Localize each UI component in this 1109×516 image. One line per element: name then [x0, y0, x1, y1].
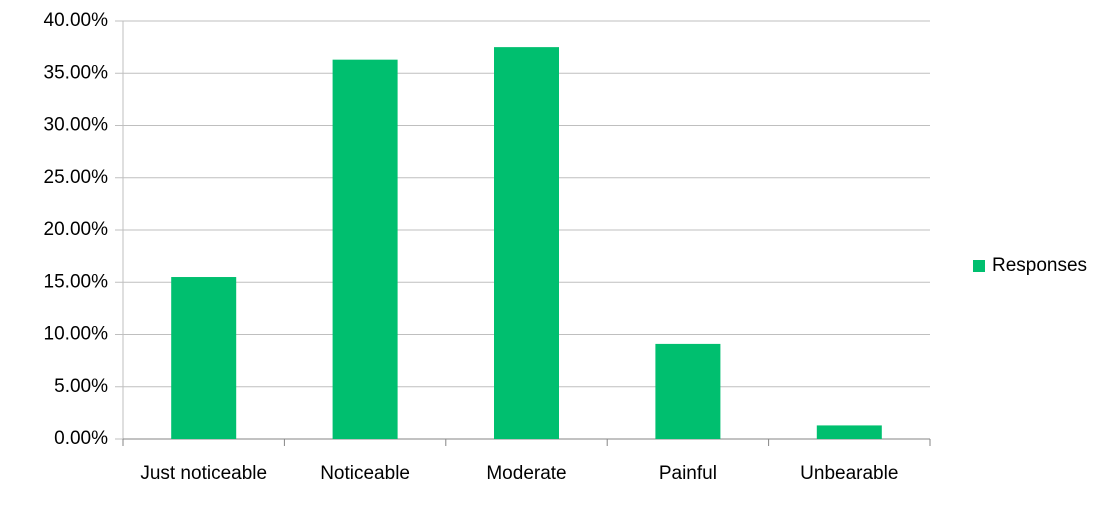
y-tick-label: 5.00%: [54, 376, 108, 397]
y-tick-label: 25.00%: [44, 167, 109, 188]
x-tick-label: Noticeable: [320, 463, 410, 484]
x-tick-label: Painful: [659, 463, 717, 484]
bar: [816, 425, 882, 439]
bar: [494, 47, 559, 439]
y-tick-label: 35.00%: [44, 62, 109, 83]
x-tick-label: Moderate: [486, 463, 566, 484]
y-tick-label: 0.00%: [54, 428, 108, 449]
y-tick-label: 10.00%: [44, 324, 109, 345]
y-tick-label: 40.00%: [44, 10, 109, 31]
x-tick-label: Unbearable: [800, 463, 898, 484]
y-tick-label: 30.00%: [44, 115, 109, 136]
legend-label: Responses: [992, 255, 1087, 276]
bar: [655, 343, 721, 439]
y-tick-label: 20.00%: [44, 219, 109, 240]
bar: [332, 59, 398, 439]
x-tick-label: Just noticeable: [140, 463, 267, 484]
legend-swatch: [973, 260, 985, 272]
bar: [171, 277, 237, 439]
y-tick-label: 15.00%: [44, 271, 109, 292]
